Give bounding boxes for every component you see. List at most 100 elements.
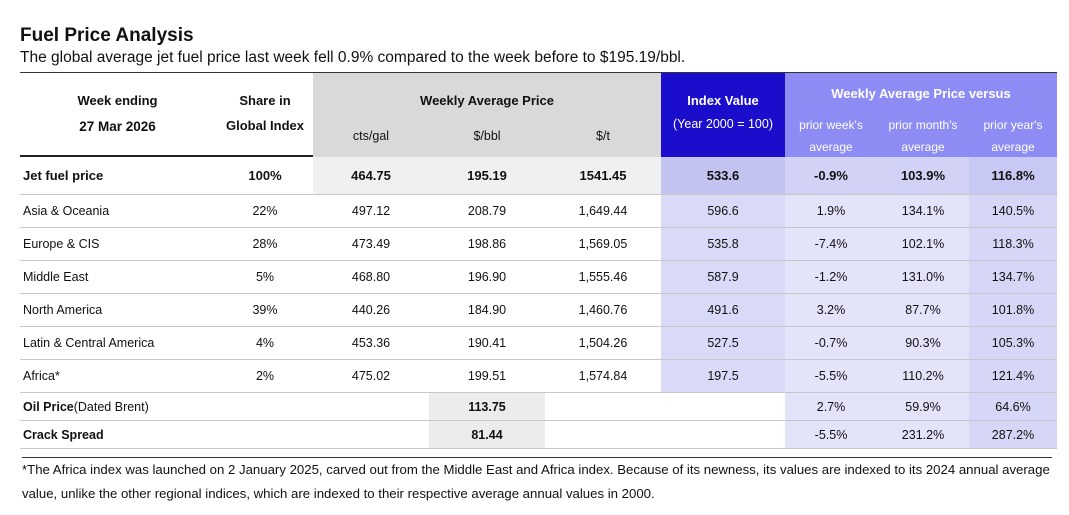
prior-year-cell: 116.8%: [969, 157, 1057, 194]
table-row: Africa* 2% 475.02 199.51 1,574.84 197.5 -5.5% 1…: [20, 360, 1057, 393]
table-row: North America 39% 440.26 184.90 1,460.76 491.…: [20, 294, 1057, 327]
row-name: Jet fuel price: [23, 168, 104, 183]
bbl-cell: 190.41: [467, 336, 507, 350]
prior-week-cell: 3.2%: [785, 294, 877, 326]
index-cell: 533.6: [661, 157, 785, 194]
bbl-cell: 199.51: [467, 369, 507, 383]
table-header: Week ending 27 Mar 2026 Share in Global …: [20, 72, 1057, 157]
page-title: Fuel Price Analysis: [20, 25, 194, 46]
prior-week-cell: -0.7%: [785, 327, 877, 359]
prior-week-cell: -5.5%: [785, 360, 877, 392]
oil-price-qualifier: (Dated Brent): [73, 399, 149, 414]
unit-cts-gal: cts/gal: [352, 129, 390, 143]
crack-spread-row: Crack Spread 81.44 -5.5% 231.2% 287.2%: [20, 421, 1057, 449]
oil-price-name: Oil Price: [23, 399, 74, 414]
cts-cell: 453.36: [351, 336, 391, 350]
prior-month-cell: 110.2%: [877, 360, 969, 392]
prior-week-cell: 2.7%: [785, 393, 877, 420]
week-ending-header: Week ending 27 Mar 2026: [20, 73, 215, 157]
footnote: *The Africa index was launched on 2 Janu…: [22, 457, 1052, 506]
row-name: North America: [23, 303, 103, 317]
row-name: Latin & Central America: [23, 336, 155, 350]
bbl-cell: 113.75: [429, 393, 545, 420]
index-cell: 197.5: [661, 360, 785, 392]
prior-week-label-2: average: [809, 140, 853, 154]
index-value-sublabel: (Year 2000 = 100): [673, 117, 773, 131]
table-row: Latin & Central America 4% 453.36 190.41 1,5…: [20, 327, 1057, 360]
prior-month-cell: 90.3%: [877, 327, 969, 359]
row-name: Asia & Oceania: [23, 204, 110, 218]
cts-cell: 497.12: [351, 204, 391, 218]
prior-year-cell: 118.3%: [969, 228, 1057, 260]
bbl-cell: 196.90: [467, 270, 507, 284]
versus-label: Weekly Average Price versus: [831, 86, 1011, 101]
row-name: Europe & CIS: [23, 237, 100, 251]
t-cell: 1,649.44: [578, 204, 628, 218]
prior-month-cell: 59.9%: [877, 393, 969, 420]
table-row: Asia & Oceania 22% 497.12 208.79 1,649.44 596…: [20, 195, 1057, 228]
fuel-price-table: Week ending 27 Mar 2026 Share in Global …: [20, 72, 1057, 449]
share-cell: 5%: [255, 270, 275, 284]
index-value-header: Index Value (Year 2000 = 100): [661, 73, 785, 157]
prior-month-cell: 231.2%: [877, 421, 969, 448]
t-cell: 1,460.76: [578, 303, 628, 317]
unit-usd-t: $/t: [596, 129, 610, 143]
prior-year-cell: 101.8%: [969, 294, 1057, 326]
prior-year-cell: 287.2%: [969, 421, 1057, 448]
table-row: Middle East 5% 468.80 196.90 1,555.46 587.9 -1…: [20, 261, 1057, 294]
share-cell: 4%: [255, 336, 275, 350]
t-cell: 1,574.84: [578, 369, 628, 383]
row-name: Crack Spread: [23, 427, 104, 442]
unit-usd-bbl: $/bbl: [473, 129, 501, 143]
table-row: Europe & CIS 28% 473.49 198.86 1,569.05 535.8…: [20, 228, 1057, 261]
prior-month-cell: 134.1%: [877, 195, 969, 227]
row-name: Oil Price (Dated Brent): [20, 393, 215, 420]
prior-week-cell: 1.9%: [785, 195, 877, 227]
cts-cell: 468.80: [351, 270, 391, 284]
week-ending-date: 27 Mar 2026: [79, 119, 156, 134]
prior-week-cell: -0.9%: [785, 157, 877, 194]
index-cell: 587.9: [661, 261, 785, 293]
index-cell: 596.6: [661, 195, 785, 227]
share-label-line1: Share in: [239, 93, 291, 108]
prior-month-cell: 87.7%: [877, 294, 969, 326]
t-cell: 1541.45: [545, 157, 661, 194]
prior-month-cell: 131.0%: [877, 261, 969, 293]
prior-month-label-1: prior month's: [888, 118, 958, 132]
jet-fuel-price-row: Jet fuel price 100% 464.75 195.19 1541.4…: [20, 157, 1057, 195]
prior-year-label-2: average: [991, 140, 1035, 154]
bbl-cell: 184.90: [467, 303, 507, 317]
bbl-cell: 208.79: [467, 204, 507, 218]
cts-cell: 475.02: [351, 369, 391, 383]
prior-week-label-1: prior week's: [799, 118, 863, 132]
prior-week-cell: -1.2%: [785, 261, 877, 293]
t-cell: 1,569.05: [578, 237, 628, 251]
prior-month-cell: 103.9%: [877, 157, 969, 194]
share-cell: 28%: [252, 237, 278, 251]
page-subtitle: The global average jet fuel price last w…: [20, 49, 686, 66]
t-cell: 1,555.46: [578, 270, 628, 284]
share-header: Share in Global Index: [215, 73, 315, 157]
prior-week-cell: -7.4%: [785, 228, 877, 260]
week-ending-label: Week ending: [77, 93, 158, 108]
share-cell: 100%: [248, 168, 282, 183]
index-cell: 535.8: [661, 228, 785, 260]
t-cell: 1,504.26: [578, 336, 628, 350]
prior-year-cell: 105.3%: [969, 327, 1057, 359]
share-cell: 2%: [255, 369, 275, 383]
prior-month-cell: 102.1%: [877, 228, 969, 260]
weekly-average-price-header: Weekly Average Price cts/gal $/bbl $/t: [313, 73, 661, 157]
oil-price-row: Oil Price (Dated Brent) 113.75 2.7% 59.9…: [20, 393, 1057, 421]
cts-cell: 473.49: [351, 237, 391, 251]
versus-header: Weekly Average Price versus prior week's…: [785, 73, 1057, 157]
prior-month-label-2: average: [901, 140, 945, 154]
row-name: Africa*: [23, 369, 60, 383]
index-value-label: Index Value: [687, 93, 759, 108]
weekly-average-price-label: Weekly Average Price: [420, 93, 554, 108]
prior-year-cell: 134.7%: [969, 261, 1057, 293]
cts-cell: 440.26: [351, 303, 391, 317]
region-rows: Asia & Oceania 22% 497.12 208.79 1,649.44 596…: [20, 195, 1057, 393]
share-cell: 22%: [252, 204, 278, 218]
share-label-line2: Global Index: [225, 118, 304, 133]
prior-year-cell: 140.5%: [969, 195, 1057, 227]
